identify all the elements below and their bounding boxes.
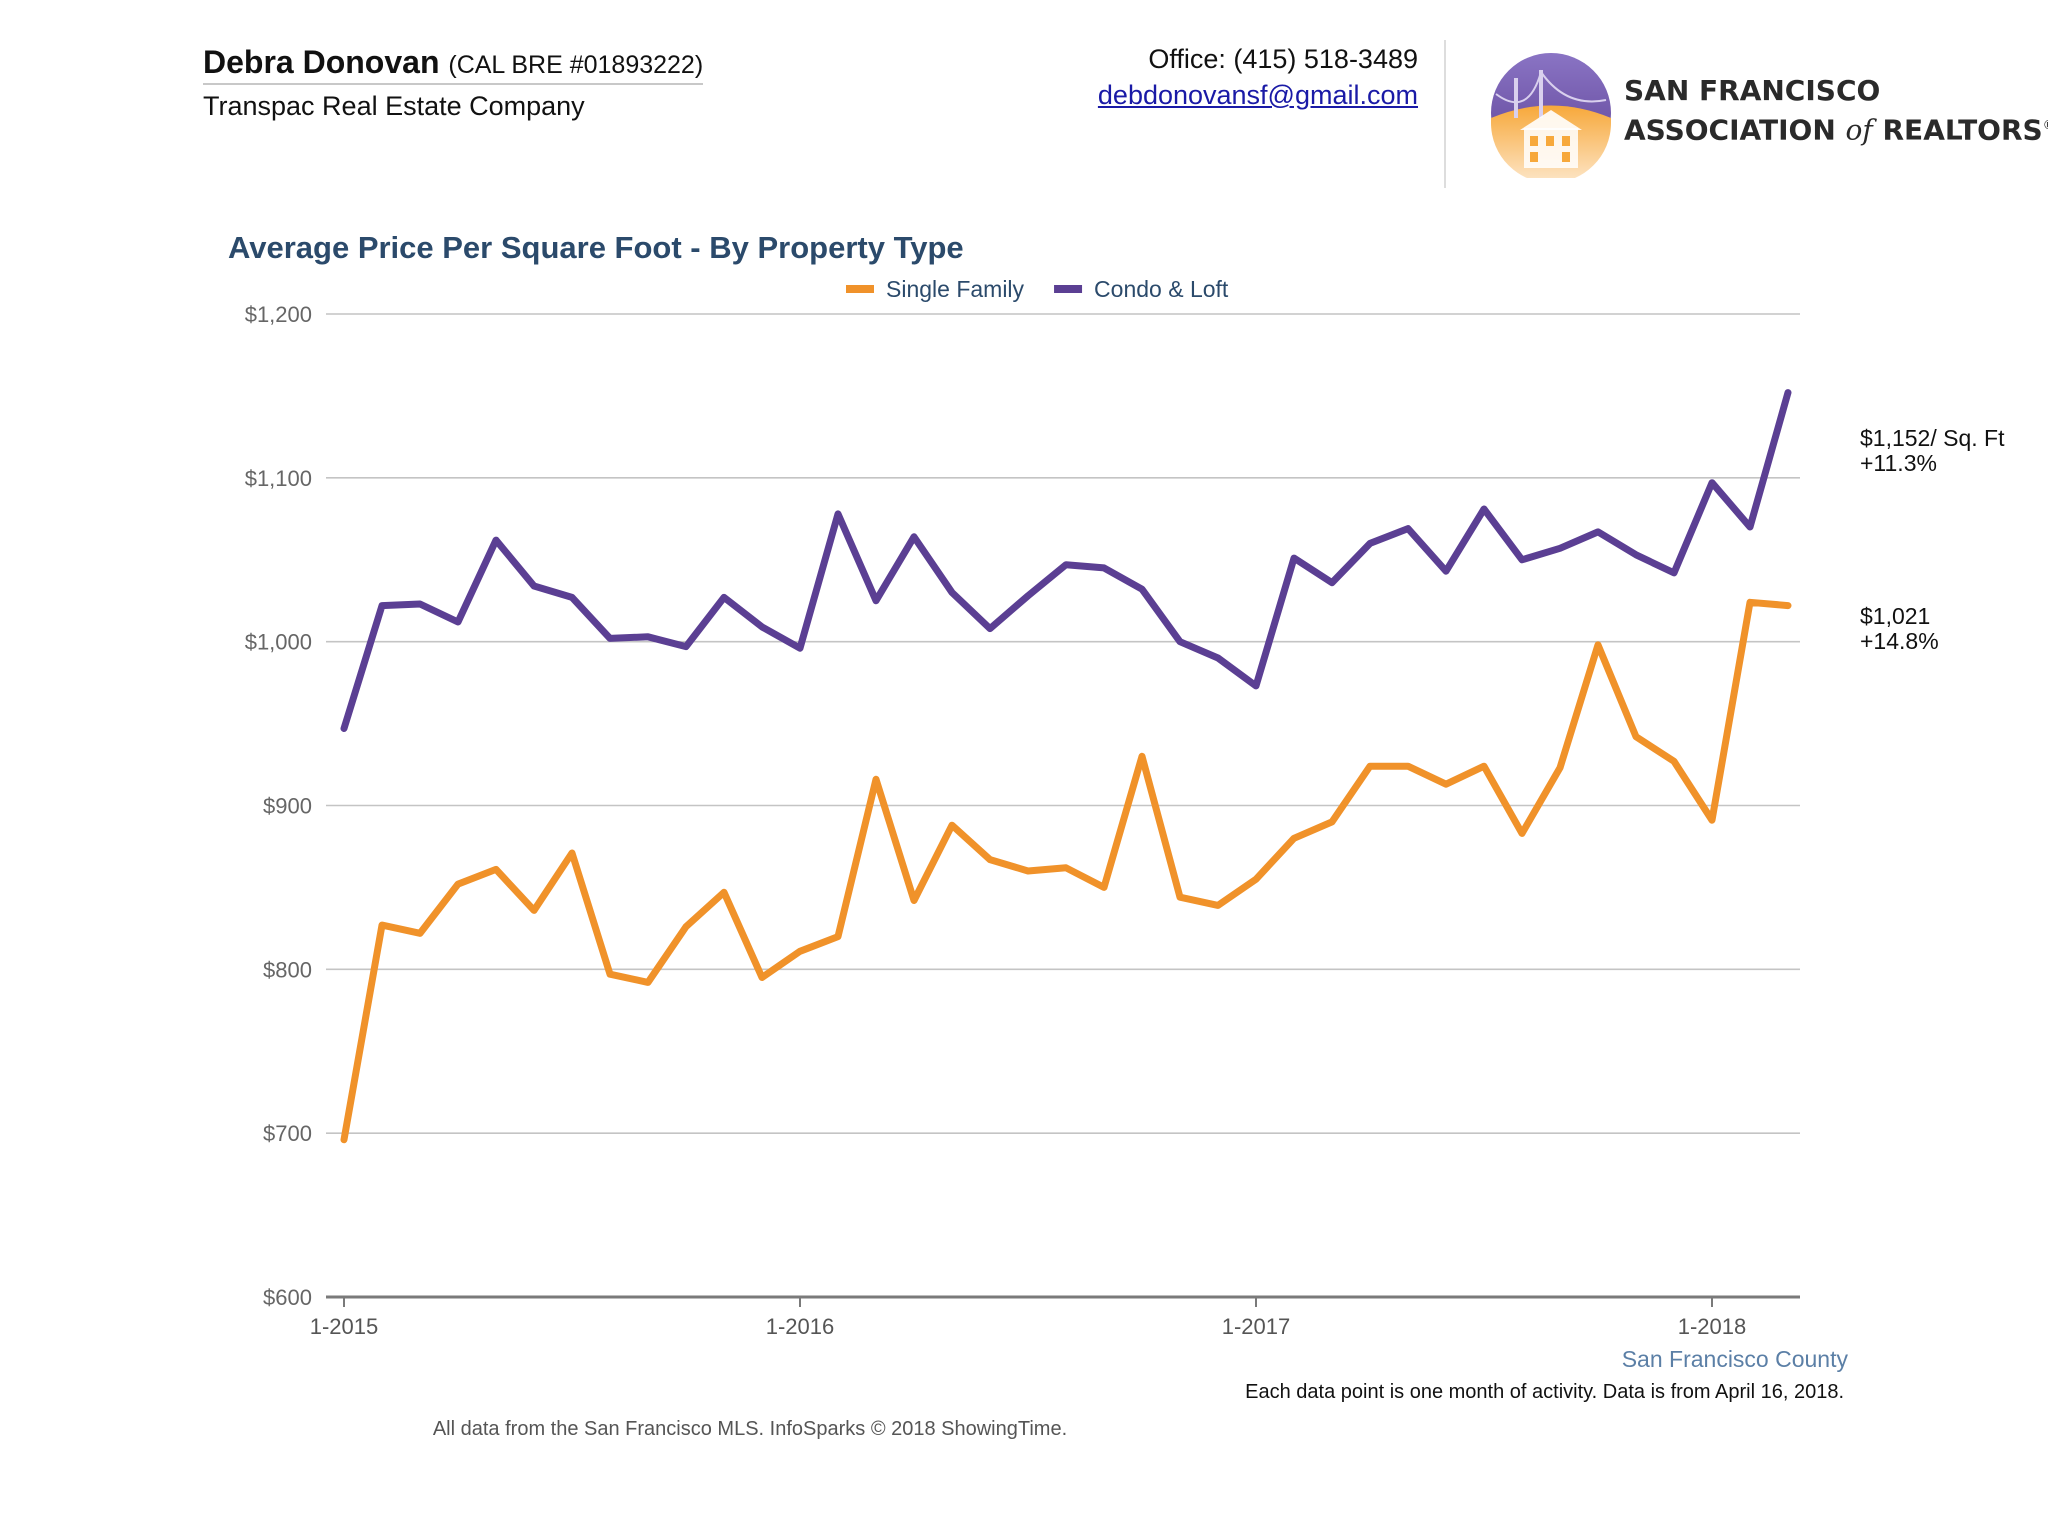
logo-line1: SAN FRANCISCO: [1624, 74, 1881, 107]
legend-label-single-family: Single Family: [886, 276, 1025, 302]
agent-underline: [203, 83, 703, 85]
condo-end-change: +11.3%: [1860, 450, 1937, 476]
office-phone: Office: (415) 518-3489: [1148, 44, 1418, 74]
y-tick-label: $600: [263, 1285, 312, 1310]
agent-license: (CAL BRE #01893222): [448, 51, 704, 79]
y-tick-label: $1,000: [245, 630, 312, 655]
chart-title: Average Price Per Square Foot - By Prope…: [228, 230, 964, 265]
logo-registered-mark: ®: [2043, 118, 2048, 132]
x-tick-label: 1-2015: [310, 1314, 379, 1339]
logo-line2-realtors: REALTORS: [1882, 113, 2043, 147]
series-layer: [340, 389, 1792, 1144]
y-tick-label: $800: [263, 957, 312, 982]
series-line-condo-loft: [340, 389, 1792, 732]
grid-layer: $1,200 $1,100 $1,000 $900 $800 $700 $600 1-2015…: [245, 302, 1800, 1339]
chart-legend: Single Family Condo & Loft: [846, 276, 1229, 302]
sfar-logo-icon: [1491, 53, 1611, 178]
single-family-end-annotation: $1,021 +14.8%: [1860, 604, 1939, 654]
y-tick-label: $1,200: [245, 302, 312, 327]
sfar-logo-text: SAN FRANCISCO ASSOCIATION of REALTORS®: [1624, 74, 2048, 147]
legend-label-condo-loft: Condo & Loft: [1094, 276, 1229, 302]
agent-name-text: Debra Donovan: [203, 44, 440, 80]
logo-line2-association: ASSOCIATION: [1624, 113, 1836, 147]
condo-end-value: $1,152/ Sq. Ft: [1860, 425, 2005, 451]
logo-line2: ASSOCIATION of REALTORS®: [1624, 108, 2048, 147]
sfar-logo: SAN FRANCISCO ASSOCIATION of REALTORS®: [1486, 48, 2048, 178]
y-tick-label: $700: [263, 1121, 312, 1146]
logo-line2-of: of: [1845, 113, 1873, 147]
series-line-single-family: [340, 598, 1792, 1144]
data-footnote: Each data point is one month of activity…: [1245, 1381, 1844, 1403]
email-link[interactable]: debdonovansf@gmail.com: [1097, 80, 1418, 110]
x-tick-label: 1-2016: [766, 1314, 835, 1339]
source-note: All data from the San Francisco MLS. Inf…: [432, 1418, 1068, 1440]
county-label: San Francisco County: [1621, 1346, 1848, 1372]
header-divider: [1444, 40, 1446, 188]
x-tick-label: 1-2017: [1222, 1314, 1291, 1339]
x-tick-label: 1-2018: [1678, 1314, 1747, 1339]
y-tick-label: $1,100: [245, 466, 312, 491]
single-family-end-value: $1,021: [1860, 603, 1931, 629]
agent-name: Debra Donovan (CAL BRE #01893222): [203, 44, 703, 81]
y-tick-label: $900: [263, 794, 312, 819]
agent-company: Transpac Real Estate Company: [203, 91, 585, 121]
single-family-end-change: +14.8%: [1860, 628, 1939, 654]
condo-end-annotation: $1,152/ Sq. Ft +11.3%: [1860, 426, 2004, 476]
